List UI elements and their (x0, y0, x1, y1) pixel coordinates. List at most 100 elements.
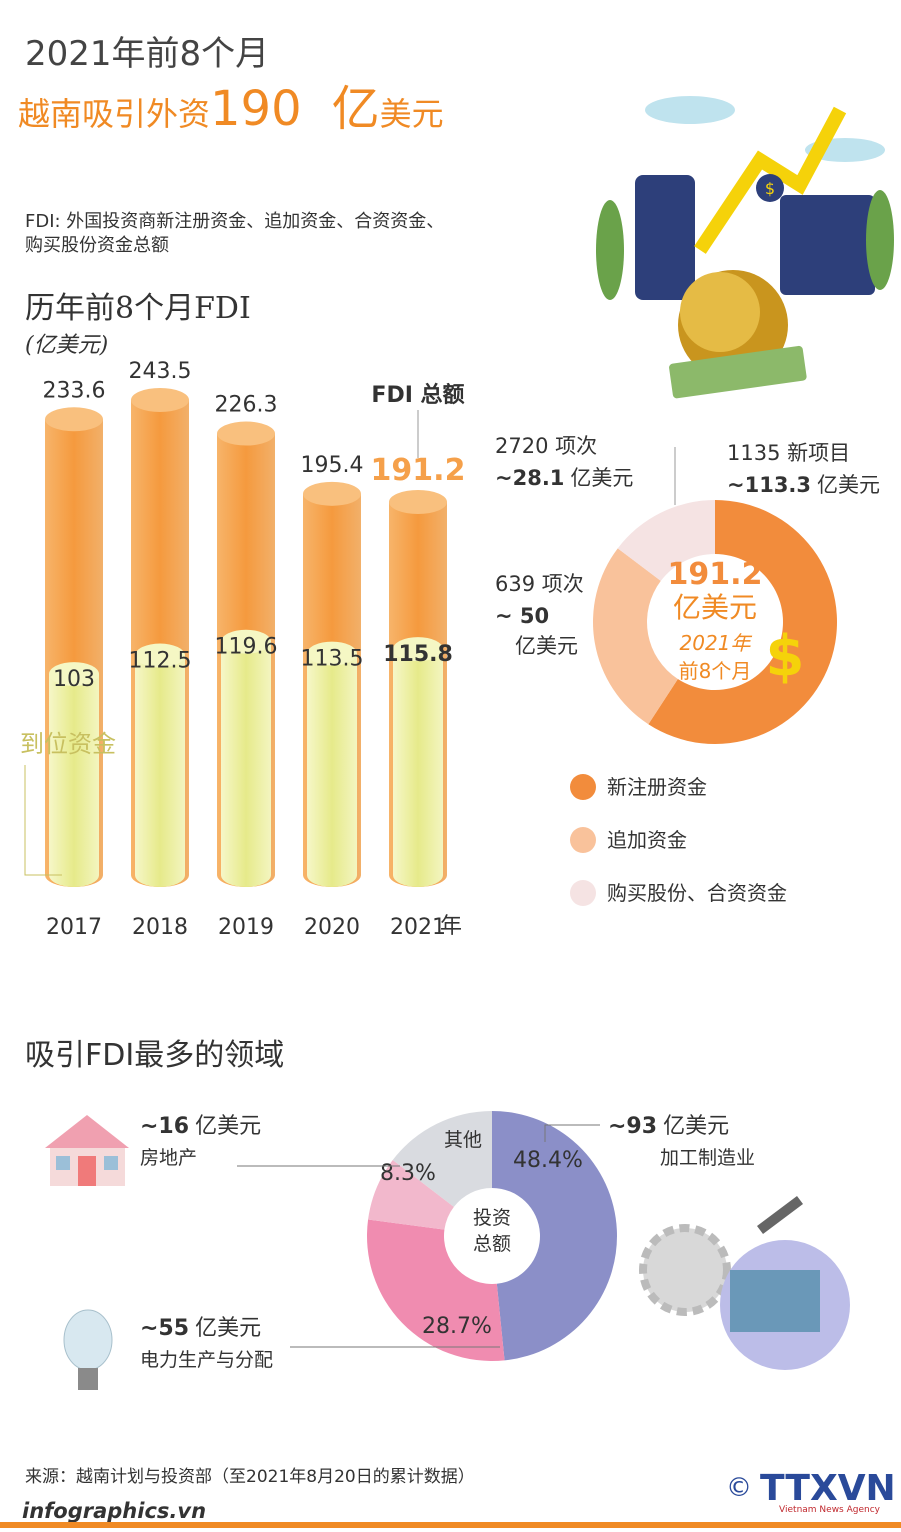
x-tick-label: 2017 (46, 915, 102, 940)
cylinder-top (393, 637, 443, 662)
legend-swatch (570, 880, 596, 906)
value-label: 119.6 (215, 635, 278, 660)
category-label: 其他 (444, 1129, 482, 1151)
cylinder (221, 641, 271, 875)
legend-label: 购买股份、合资资金 (607, 881, 787, 905)
center-label: 前8个月 (679, 659, 752, 683)
donut-segment (617, 500, 715, 581)
title-line2: 越南吸引外资190 亿美元 (18, 81, 444, 137)
category-label: 加工制造业 (660, 1147, 755, 1169)
value-label: 8.3% (380, 1161, 436, 1186)
value-label: 48.4% (513, 1148, 583, 1173)
x-tick-label: 2020 (304, 915, 360, 940)
value-label: 243.5 (129, 359, 192, 384)
amount-number: ~16 (140, 1114, 189, 1139)
legend-swatch (570, 774, 596, 800)
cylinder-top (49, 662, 99, 687)
center-label: 2021年 (680, 631, 753, 655)
x-tick-label: 2021 (390, 915, 446, 940)
leader-line (544, 1124, 600, 1142)
amount-number: ~93 (608, 1114, 657, 1139)
x-tick-label: 2019 (218, 915, 274, 940)
cylinder-top (389, 490, 447, 515)
legend-label: 追加资金 (607, 828, 687, 852)
value-label: 191.2 (371, 453, 466, 488)
cylinder (135, 655, 185, 875)
amount-number: ~55 (140, 1316, 189, 1341)
title-unit: 美元 (380, 95, 444, 133)
title-unit: 亿 (332, 81, 380, 137)
value-label: 28.7% (422, 1314, 492, 1339)
value-number: ~ 50 (495, 604, 549, 628)
cylinder-top (131, 388, 189, 412)
cylinder-top (135, 643, 185, 668)
center-total: 191.2 (668, 557, 763, 592)
value-unit: 亿美元 (515, 634, 578, 658)
legend-swatch (570, 827, 596, 853)
copyright: © (726, 1473, 752, 1503)
amount-unit: 亿美元 (195, 1114, 261, 1139)
footer-bar (0, 1522, 901, 1528)
x-unit: 年 (440, 914, 462, 939)
value-label: ~ 50 亿美元 (495, 604, 578, 658)
cylinder (307, 653, 357, 875)
donut-segment (392, 1111, 492, 1207)
cylinder-top (45, 407, 103, 432)
chart-title: 吸引FDI最多的领域 (25, 1038, 284, 1073)
svg-text:$: $ (765, 179, 775, 198)
title-line1: 2021年前8个月 (25, 34, 269, 74)
donut-segment (368, 1160, 454, 1230)
bracket (24, 765, 62, 876)
amount-unit: 亿美元 (195, 1316, 261, 1341)
illustration: $ (596, 96, 894, 399)
title-lead: 越南吸引外资 (18, 95, 210, 133)
title-amount: 190 (210, 81, 302, 137)
value-number: ~28.1 (495, 466, 564, 490)
cylinder-top (217, 421, 275, 446)
value-label: 233.6 (43, 378, 106, 403)
agency: Vietnam News Agency (779, 1505, 881, 1515)
note: 购买股份资金总额 (25, 235, 169, 256)
donut-segment (592, 548, 678, 725)
value-unit: 亿美元 (570, 466, 633, 490)
cylinder-top (221, 629, 271, 654)
count-label: 2720 项次 (495, 434, 597, 458)
amount-unit: 亿美元 (663, 1114, 729, 1139)
dollar-icon: $ (766, 624, 805, 689)
value-label: 112.5 (129, 649, 192, 674)
center-label: 亿美元 (673, 591, 757, 624)
value-label: ~28.1 亿美元 (495, 466, 633, 490)
value-label: 226.3 (215, 393, 278, 418)
site: infographics.vn (22, 1499, 206, 1523)
icons (45, 1115, 850, 1390)
donut-segment (492, 1111, 618, 1361)
amount-label: ~16 亿美元 (140, 1114, 261, 1139)
donut-segment (648, 500, 837, 744)
category-label: 电力生产与分配 (140, 1349, 273, 1371)
donut-segment (366, 1219, 505, 1362)
center-label: 投资 (473, 1207, 511, 1229)
logo: TTXVN (760, 1468, 896, 1509)
cylinder-top (307, 641, 357, 666)
source: 来源：越南计划与投资部（至2021年8月20日的累计数据） (25, 1467, 475, 1487)
legend-label: 新注册资金 (607, 775, 707, 799)
amount-label: ~93 亿美元 (608, 1114, 729, 1139)
value-label: 103 (53, 667, 95, 692)
count-label: 639 项次 (495, 572, 584, 596)
value-unit: 亿美元 (817, 473, 880, 497)
note: FDI: 外国投资商新注册资金、追加资金、合资资金、 (25, 211, 444, 232)
count-label: 1135 新项目 (727, 441, 850, 465)
cylinder (393, 649, 443, 875)
x-tick-label: 2018 (132, 915, 188, 940)
value-label: 115.8 (383, 642, 453, 667)
chart-subtitle: (亿美元) (25, 333, 108, 358)
legend-total: FDI 总额 (371, 382, 464, 408)
legend-disbursed: 到位资金 (20, 730, 116, 758)
value-label: 195.4 (301, 453, 364, 478)
cylinder (49, 674, 99, 875)
center-label: 总额 (473, 1233, 511, 1255)
value-number: ~113.3 (727, 473, 811, 497)
